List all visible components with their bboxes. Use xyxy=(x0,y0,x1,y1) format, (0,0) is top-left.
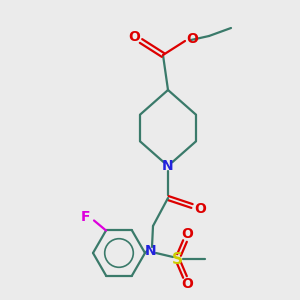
Text: S: S xyxy=(172,251,182,266)
Text: O: O xyxy=(194,202,206,216)
Text: O: O xyxy=(181,277,193,291)
Text: N: N xyxy=(162,159,174,173)
Text: O: O xyxy=(128,30,140,44)
Text: O: O xyxy=(186,32,198,46)
Text: F: F xyxy=(81,211,91,224)
Text: O: O xyxy=(181,227,193,241)
Text: N: N xyxy=(145,244,157,258)
